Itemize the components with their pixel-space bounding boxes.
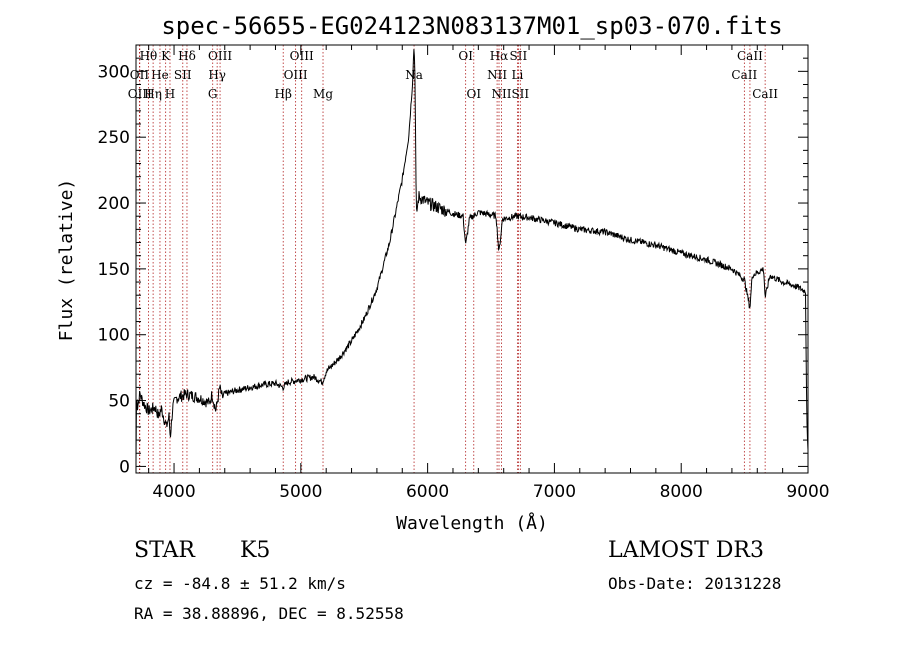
x-axis-label: Wavelength (Å) xyxy=(396,512,548,534)
x-tick-label: 4000 xyxy=(152,482,195,502)
x-axis: 4000 5000 6000 7000 8000 9000 xyxy=(148,45,830,502)
y-tick-label: 250 xyxy=(98,128,130,148)
marker-label: Hθ xyxy=(140,49,158,63)
y-tick-label: 100 xyxy=(98,326,130,346)
marker-label: Hα xyxy=(490,49,509,63)
survey-name: LAMOST DR3 xyxy=(608,538,764,563)
marker-label: OIII xyxy=(128,87,152,101)
marker-label: OI xyxy=(466,87,481,101)
marker-label: SII xyxy=(511,87,529,101)
y-tick-label: 50 xyxy=(108,392,130,412)
spectrum-chart: spec-56655-EG024123N083137M01_sp03-070.f… xyxy=(56,12,830,534)
marker-label: OIII xyxy=(208,49,232,63)
marker-label: CaII xyxy=(752,87,778,101)
y-tick-label: 200 xyxy=(98,194,130,214)
x-tick-label: 6000 xyxy=(406,482,449,502)
chart-title: spec-56655-EG024123N083137M01_sp03-070.f… xyxy=(161,12,782,40)
marker-label: NII xyxy=(487,68,507,82)
marker-label: H xyxy=(165,87,175,101)
x-tick-label: 9000 xyxy=(786,482,829,502)
marker-label: G xyxy=(208,87,218,101)
y-tick-label: 150 xyxy=(98,260,130,280)
marker-label: Na xyxy=(405,68,423,82)
y-axis-label: Flux (relative) xyxy=(56,179,77,342)
marker-label: SII xyxy=(174,68,192,82)
y-tick-label: 300 xyxy=(98,62,130,82)
marker-label: K xyxy=(161,49,171,63)
marker-label: SII xyxy=(510,49,528,63)
marker-label: NII xyxy=(492,87,512,101)
marker-label: OIII xyxy=(290,49,314,63)
marker-label: OIII xyxy=(284,68,308,82)
spectrum-line xyxy=(135,49,809,460)
marker-label: Mg xyxy=(313,87,333,101)
subclass: K5 xyxy=(240,538,271,563)
y-tick-label: 0 xyxy=(119,457,130,477)
x-tick-label: 7000 xyxy=(533,482,576,502)
marker-label: OI xyxy=(458,49,473,63)
marker-label: CaII xyxy=(737,49,763,63)
marker-label: Li xyxy=(511,68,523,82)
plot-frame xyxy=(135,44,809,474)
marker-label: Hβ xyxy=(275,87,292,101)
marker-label: He xyxy=(151,68,169,82)
y-axis: 0 50 100 150 200 250 300 xyxy=(98,57,808,477)
marker-label: Hγ xyxy=(208,68,226,82)
obs-date: Obs-Date: 20131228 xyxy=(608,574,782,593)
x-tick-label: 5000 xyxy=(279,482,322,502)
marker-label: Hη xyxy=(144,87,162,101)
coordinates: RA = 38.88896, DEC = 8.52558 xyxy=(134,604,404,623)
redshift-readout: cz = -84.8 ± 51.2 km/s xyxy=(134,574,346,593)
x-tick-label: 8000 xyxy=(660,482,703,502)
object-class: STAR xyxy=(134,538,195,563)
marker-label: Hδ xyxy=(178,49,196,63)
marker-label: CaII xyxy=(731,68,757,82)
